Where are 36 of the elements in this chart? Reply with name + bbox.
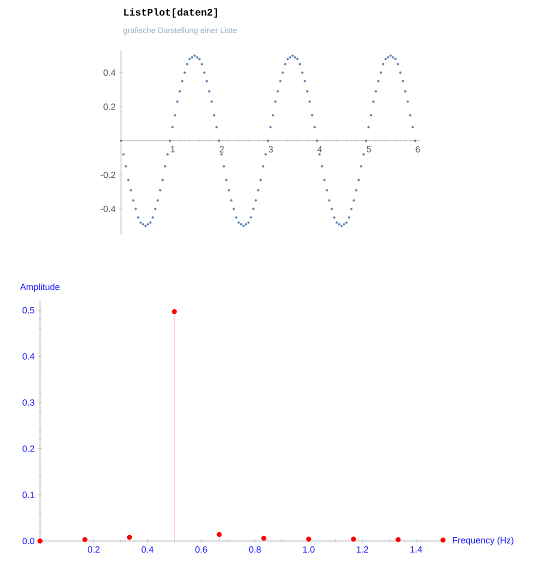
chart-title: ListPlot[daten2] — [124, 8, 218, 18]
y-tick-label: 0.2 — [22, 446, 34, 452]
x-tick-label: 4 — [317, 146, 322, 152]
x-tick-label: 0.2 — [88, 546, 100, 553]
point — [396, 537, 401, 542]
point — [440, 538, 446, 543]
y-tick-label: 0.3 — [22, 399, 34, 406]
point — [82, 537, 88, 542]
x-tick-label: 1.2 — [356, 546, 368, 553]
x-axis-title: Frequency (Hz) — [452, 536, 514, 546]
x-tick-label: 1.0 — [303, 546, 315, 553]
y-tick-label: 0.4 — [22, 353, 34, 360]
y-tick-label: -0.4 — [100, 206, 116, 212]
x-tick-label: 5 — [366, 146, 371, 152]
y-tick-label: 0.1 — [22, 492, 34, 498]
x-tick-label: 0.4 — [142, 546, 154, 553]
point — [350, 536, 356, 542]
y-tick-label: 0.0 — [22, 538, 34, 544]
y-tick-label: 0.4 — [104, 69, 116, 76]
x-tick-label: 1 — [170, 146, 175, 152]
point — [216, 532, 222, 538]
x-tick-label: 0.8 — [249, 546, 261, 553]
x-tick-label: 0.6 — [195, 546, 208, 553]
x-tick-label: 2 — [220, 146, 224, 152]
point — [37, 538, 43, 544]
point — [306, 536, 312, 542]
x-tick-label: 6 — [416, 146, 420, 152]
y-axis-title: Amplitude — [20, 283, 60, 292]
x-tick-label: 1.4 — [410, 546, 422, 552]
point — [172, 309, 177, 314]
point — [261, 536, 266, 541]
y-tick-label: 0.2 — [104, 104, 116, 110]
y-tick-label: -0.2 — [100, 172, 116, 178]
y-tick-label: 0.5 — [22, 307, 34, 314]
point — [126, 534, 132, 540]
x-tick-label: 3 — [268, 146, 273, 152]
